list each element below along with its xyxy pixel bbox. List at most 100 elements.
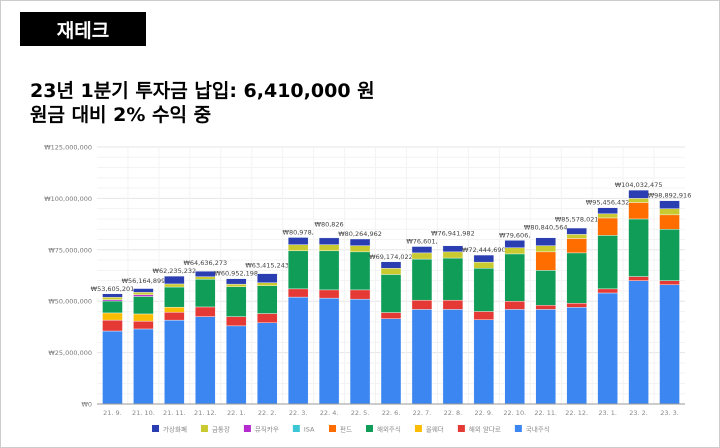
bar-segment-국내주식 — [226, 325, 247, 405]
bar-segment-가상화폐 — [102, 293, 123, 298]
bar-segment-가상화폐 — [349, 238, 371, 246]
investment-summary: 23년 1분기 투자금 납입: 6,410,000 원 — [30, 80, 375, 102]
bar-segment-해외 알다로 — [442, 299, 464, 310]
x-tick-label: 22. 7. — [413, 409, 432, 417]
bar-segment-금통장 — [535, 245, 556, 253]
bar-segment-금통장 — [504, 247, 525, 255]
total-label: ₩56,164,899 — [122, 277, 166, 285]
bar-segment-국내주식 — [504, 309, 525, 405]
total-label: ₩85,578,021 — [555, 215, 599, 223]
total-label: ₩80,978, — [283, 228, 314, 236]
bar-segment-금통장 — [597, 213, 618, 219]
bar-segment-해외주식 — [566, 252, 587, 304]
x-tick-label: 22. 4. — [320, 409, 339, 417]
bar-segment-국내주식 — [102, 330, 123, 405]
legend-swatch — [243, 425, 251, 432]
bar-segment-뮤직카우 — [133, 294, 154, 297]
bar-segment-금통장 — [195, 276, 216, 280]
bar-segment-국내주식 — [628, 280, 649, 405]
x-tick-label: 22. 1. — [227, 409, 246, 417]
bar-segment-해외주식 — [195, 279, 216, 308]
bar-segment-올웨더 — [133, 313, 154, 322]
total-label: ₩80,840,564 — [524, 223, 568, 231]
bar-segment-해외 알다로 — [597, 288, 618, 294]
total-label: ₩60,952,198 — [214, 270, 258, 278]
total-label: ₩62,235,232 — [153, 267, 197, 275]
bar-segment-해외 알다로 — [380, 312, 402, 319]
bar-segment-국내주식 — [566, 307, 587, 405]
total-label: ₩76,941,982 — [431, 230, 475, 238]
total-label: ₩64,636,273 — [183, 259, 227, 267]
x-tick-label: 22. 9. — [475, 409, 494, 417]
y-tick-label: ₩75,000,000 — [48, 246, 92, 254]
total-label: ₩80,264,962 — [338, 230, 382, 238]
bar-segment-해외 알다로 — [628, 276, 649, 281]
y-tick-label: ₩25,000,000 — [48, 349, 92, 357]
bar-segment-금통장 — [411, 252, 433, 260]
legend-swatch — [414, 425, 422, 432]
legend-swatch — [329, 425, 337, 432]
bar-segment-해외 알다로 — [473, 311, 495, 320]
bar-segment-국내주식 — [318, 297, 340, 405]
bar-segment-국내주식 — [659, 284, 680, 405]
bar-segment-국내주식 — [257, 322, 278, 405]
bar-segment-국내주식 — [473, 319, 495, 405]
legend-swatch — [152, 425, 159, 432]
legend-label: 국내주식 — [526, 425, 550, 434]
bar-segment-가상화폐 — [566, 227, 587, 235]
bar-segment-해외 알다로 — [102, 319, 123, 332]
bar-segment-금통장 — [628, 198, 649, 203]
bar-segment-금통장 — [349, 245, 371, 253]
bar-segment-가상화폐 — [164, 275, 185, 285]
legend-swatch — [365, 425, 373, 432]
bar-segment-펀드 — [628, 202, 649, 220]
bar-segment-국내주식 — [133, 328, 154, 405]
bar-segment-해외주식 — [133, 296, 154, 315]
bar-segment-해외주식 — [535, 270, 556, 306]
total-label: ₩53,605,201 — [91, 285, 135, 293]
bar-segment-가상화폐 — [535, 237, 556, 246]
bar-segment-해외주식 — [102, 300, 123, 314]
bar-segment-해외주식 — [442, 257, 464, 301]
page-title: 재테크 — [56, 19, 110, 42]
bar-segment-해외 알다로 — [566, 303, 587, 308]
bar-segment-해외 알다로 — [504, 301, 525, 310]
bar-segment-국내주식 — [597, 292, 618, 405]
total-label: ₩98,892,916 — [648, 192, 692, 200]
bar-segment-가상화폐 — [628, 189, 649, 199]
legend-label: 가상화폐 — [163, 425, 187, 434]
bar-segment-가상화폐 — [257, 273, 278, 283]
bar-segment-국내주식 — [287, 296, 309, 405]
return-summary: 원금 대비 2% 수익 중 — [30, 104, 212, 126]
legend-swatch — [457, 425, 465, 432]
bar-segment-해외주식 — [597, 235, 618, 290]
bar-segment-해외 알다로 — [195, 306, 216, 317]
bar-segment-해외주식 — [628, 218, 649, 277]
bar-segment-가상화폐 — [133, 288, 154, 293]
legend-label: 해외 알다로 — [469, 425, 501, 434]
legend-swatch — [200, 425, 208, 432]
x-tick-label: 22. 12. — [565, 409, 588, 417]
x-tick-label: 21. 9. — [103, 409, 122, 417]
total-label: ₩79,606, — [499, 231, 530, 239]
x-tick-label: 23. 3. — [660, 409, 679, 417]
x-tick-label: 21. 11. — [163, 409, 186, 417]
page-title-box: 재테크 — [20, 12, 146, 46]
bar-segment-금통장 — [566, 234, 587, 239]
y-tick-label: ₩100,000,000 — [44, 195, 92, 203]
total-label: ₩104,032,475 — [615, 181, 663, 189]
bar-segment-금통장 — [133, 292, 154, 296]
bar-segment-가상화폐 — [411, 246, 433, 254]
bar-segment-해외주식 — [349, 251, 371, 291]
bar-segment-해외 알다로 — [659, 280, 680, 285]
bar-segment-금통장 — [257, 282, 278, 286]
legend-label: 금통장 — [212, 425, 230, 434]
legend-swatch — [514, 425, 522, 432]
x-tick-label: 22. 6. — [382, 409, 401, 417]
legend-label: 펀드 — [340, 425, 352, 434]
x-tick-label: 22. 11. — [534, 409, 557, 417]
total-label: ₩80,826 — [315, 220, 344, 228]
bar-segment-해외 알다로 — [349, 289, 371, 300]
bar-segment-해외주식 — [164, 286, 185, 308]
bar-segment-해외주식 — [257, 285, 278, 314]
